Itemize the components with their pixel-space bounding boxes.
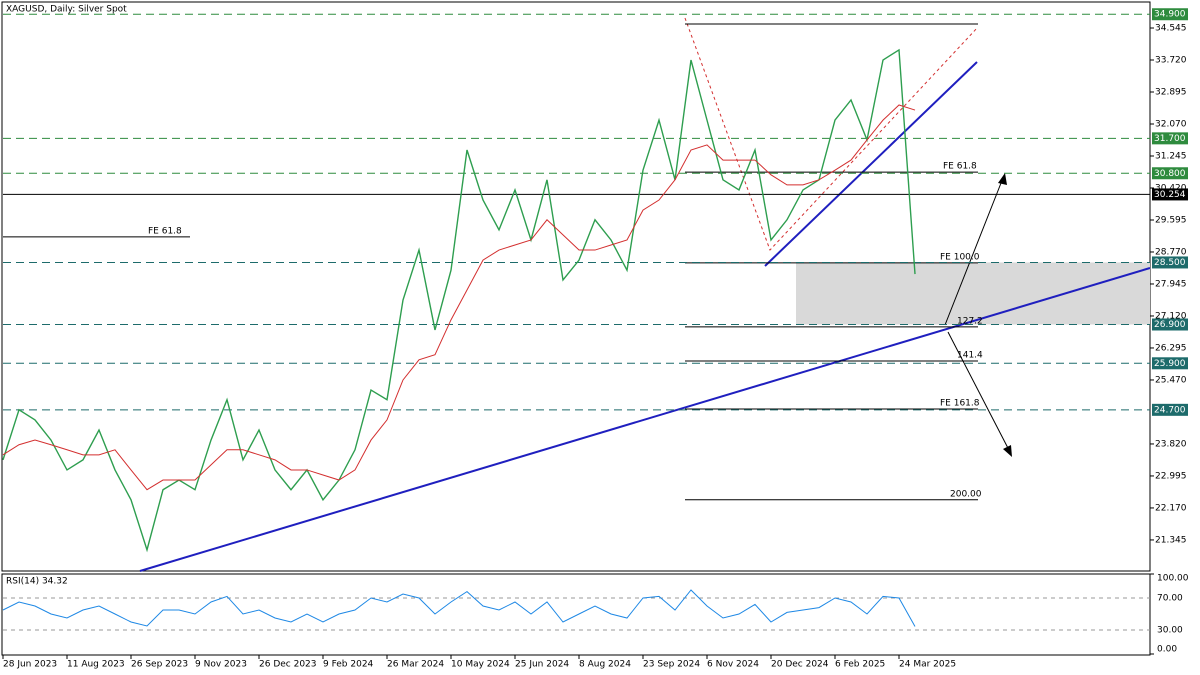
rsi-tick-label: 0.00	[1157, 645, 1177, 655]
fib-label: FE 161.8	[940, 399, 980, 409]
trendline	[139, 267, 1151, 572]
level-box	[1152, 132, 1188, 145]
y-tick-label: 31.245	[1155, 151, 1187, 161]
level-label: 31.700	[1154, 134, 1186, 144]
arrow-head	[998, 173, 1007, 185]
level-label: 30.800	[1154, 169, 1186, 179]
y-tick-label: 22.170	[1155, 503, 1187, 513]
level-label: 28.500	[1154, 258, 1186, 268]
y-tick-label: 22.995	[1155, 471, 1187, 481]
arrow-head	[1003, 445, 1012, 457]
moving-average	[2, 104, 916, 491]
rsi-tick-label: 100.00	[1157, 574, 1189, 584]
arrow	[947, 331, 1011, 453]
x-tick-label: 8 Aug 2024	[579, 660, 631, 670]
level-box	[1152, 256, 1188, 269]
fib-label: FE 100.0	[940, 252, 980, 262]
y-tick-label: 32.070	[1155, 120, 1187, 130]
arrow	[944, 177, 1004, 326]
level-box	[1152, 318, 1188, 331]
fib-label: 200.00	[950, 489, 982, 499]
rsi-title: RSI(14) 34.32	[6, 577, 68, 587]
x-tick-label: 10 May 2024	[451, 660, 510, 670]
rsi-tick-label: 30.00	[1157, 626, 1183, 636]
y-tick-label: 32.895	[1155, 88, 1187, 98]
x-tick-label: 6 Feb 2025	[835, 660, 885, 670]
y-tick-label: 27.120	[1155, 311, 1187, 321]
y-tick-label: 33.720	[1155, 56, 1187, 66]
rsi-line	[2, 589, 916, 627]
level-label: 34.900	[1154, 10, 1186, 20]
x-tick-label: 20 Dec 2024	[771, 660, 829, 670]
y-tick-label: 34.545	[1155, 24, 1187, 34]
x-tick-label: 6 Nov 2024	[707, 660, 759, 670]
y-tick-label: 26.295	[1155, 343, 1187, 353]
x-tick-label: 23 Sep 2024	[643, 660, 700, 670]
y-tick-label: 27.945	[1155, 279, 1187, 289]
fib-label: 127.2	[957, 316, 983, 326]
level-label: 24.700	[1154, 405, 1186, 415]
level-box	[1152, 357, 1188, 370]
x-tick-label: 26 Sep 2023	[131, 660, 188, 670]
price-line	[2, 48, 916, 553]
level-box	[1152, 167, 1188, 180]
level-box	[1152, 403, 1188, 416]
x-tick-label: 25 Jun 2024	[515, 660, 569, 670]
level-label: 25.900	[1154, 359, 1186, 369]
support-zone	[796, 262, 1150, 325]
fib-label: 141.4	[957, 350, 983, 360]
rsi-tick-label: 70.00	[1157, 594, 1183, 604]
fib-label: FE 61.8	[148, 226, 182, 236]
level-label: 26.900	[1154, 320, 1186, 330]
level-box	[1152, 188, 1188, 201]
chart-title: XAGUSD, Daily: Silver Spot	[6, 5, 127, 15]
x-tick-label: 26 Dec 2023	[259, 660, 317, 670]
rsi-frame	[1, 573, 1151, 656]
y-tick-label: 29.595	[1155, 215, 1187, 225]
fib-label: FE 61.8	[943, 162, 977, 172]
x-tick-label: 9 Feb 2024	[323, 660, 374, 670]
x-tick-label: 28 Jun 2023	[3, 660, 57, 670]
y-tick-label: 25.470	[1155, 375, 1187, 385]
level-box	[1152, 8, 1188, 21]
dotted-channel	[684, 17, 979, 251]
level-label: 30.254	[1154, 190, 1186, 200]
trendline	[764, 61, 978, 267]
x-tick-label: 9 Nov 2023	[195, 660, 247, 670]
y-tick-label: 21.345	[1155, 535, 1187, 545]
y-tick-label: 28.770	[1155, 247, 1187, 257]
y-tick-label: 23.820	[1155, 439, 1187, 449]
x-tick-label: 24 Mar 2025	[899, 660, 956, 670]
x-tick-label: 26 Mar 2024	[387, 660, 444, 670]
x-tick-label: 11 Aug 2023	[67, 660, 125, 670]
